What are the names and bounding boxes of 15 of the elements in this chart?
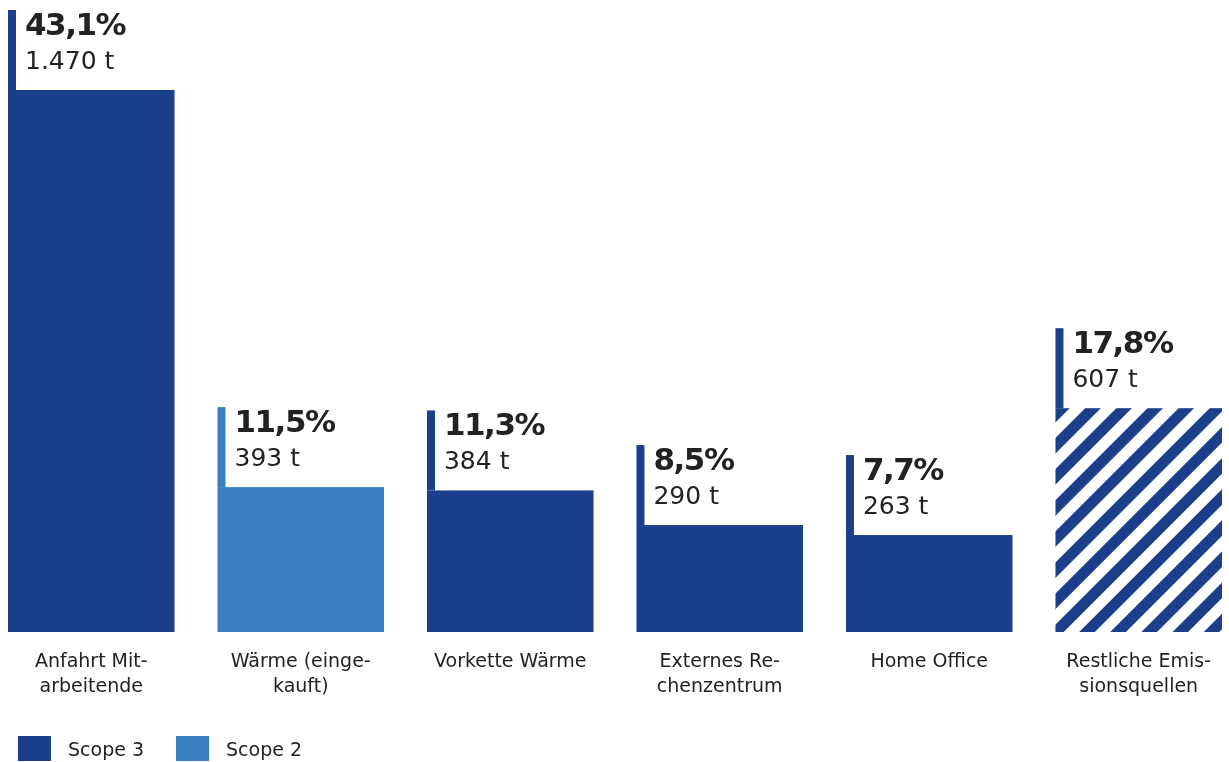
data-label: 11,3% 384 t	[443, 406, 546, 476]
x-tick-label: Externes Re- chenzentrum	[656, 649, 783, 696]
legend-label: Scope 2	[226, 738, 303, 760]
x-tick-label: Restliche Emis- sionsquellen	[1066, 649, 1212, 696]
x-tick-label: Wärme (einge- kauft)	[230, 649, 371, 696]
bar	[1055, 408, 1222, 632]
data-label: 8,5% 290 t	[653, 441, 735, 511]
x-tick-label: Home Office	[870, 649, 989, 671]
x-tick-label: Vorkette Wärme	[434, 649, 587, 671]
data-label: 17,8% 607 t	[1072, 324, 1174, 394]
data-label: 7,7% 263 t	[862, 451, 945, 521]
data-label: 11,5% 393 t	[234, 403, 336, 473]
legend-label: Scope 3	[68, 738, 145, 760]
x-tick-label: Anfahrt Mit- arbeitende	[34, 649, 148, 696]
data-label: 43,1% 1.470 t	[25, 6, 127, 75]
